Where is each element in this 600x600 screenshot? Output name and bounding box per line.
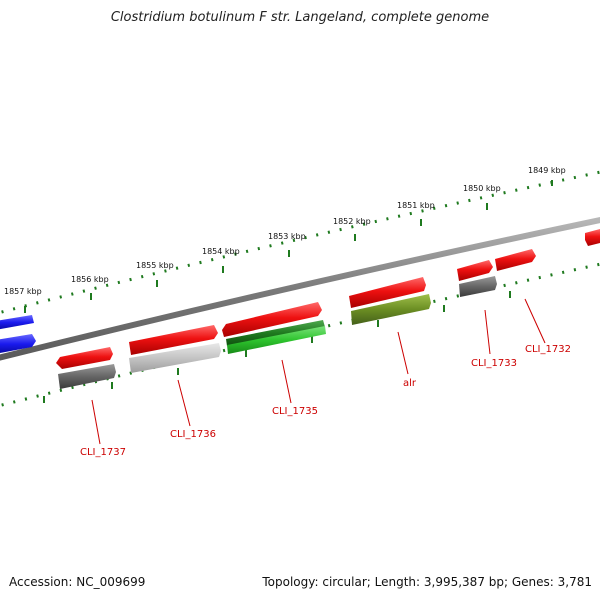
- tick-label: 1852 kbp: [333, 217, 371, 226]
- accession-text: Accession: NC_009699: [9, 575, 146, 589]
- map-title: Clostridium botulinum F str. Langeland, …: [110, 10, 490, 25]
- gene-label-alr[interactable]: alr: [403, 378, 417, 389]
- gene-forward[interactable]: [495, 249, 536, 271]
- tick-labels: 1849 kbp 1850 kbp 1851 kbp 1852 kbp 1853…: [4, 166, 566, 296]
- gene-label-cli-1737[interactable]: CLI_1737: [80, 447, 126, 458]
- cog-genes: [0, 276, 497, 389]
- forward-genes: [56, 229, 600, 369]
- genome-backbone: [0, 217, 600, 361]
- tick-label: 1855 kbp: [136, 261, 174, 270]
- gene-cog-olive[interactable]: [351, 294, 431, 325]
- topology-text: Topology: circular; Length: 3,995,387 bp…: [262, 575, 592, 589]
- gene-label-cli-1735[interactable]: CLI_1735: [272, 406, 318, 417]
- gene-forward[interactable]: [222, 302, 322, 337]
- tick-label: 1849 kbp: [528, 166, 566, 175]
- tick-label: 1853 kbp: [268, 232, 306, 241]
- gene-cog-lightgray[interactable]: [129, 343, 221, 373]
- gene-forward[interactable]: [457, 260, 493, 281]
- gene-labels: CLI_1732 CLI_1733 alr CLI_1735 CLI_1736 …: [80, 344, 571, 458]
- tick-label: 1856 kbp: [71, 275, 109, 284]
- gene-label-cli-1733[interactable]: CLI_1733: [471, 358, 517, 369]
- tick-label: 1850 kbp: [463, 184, 501, 193]
- gene-forward[interactable]: [129, 325, 218, 355]
- gene-label-lines: [91, 298, 546, 445]
- gene-label-cli-1732[interactable]: CLI_1732: [525, 344, 571, 355]
- outer-tick-arc: [0, 170, 600, 314]
- gene-forward[interactable]: [56, 347, 113, 369]
- gene-forward[interactable]: [585, 229, 600, 246]
- tick-label: 1854 kbp: [202, 247, 240, 256]
- gene-cog-green[interactable]: [227, 326, 326, 354]
- gene-cog-blue[interactable]: [0, 315, 34, 330]
- gene-cog-gray[interactable]: [58, 364, 116, 389]
- gene-cog-gray[interactable]: [459, 276, 497, 297]
- gene-cog-darkgreen[interactable]: [226, 320, 325, 346]
- outer-major-ticks: [24, 180, 553, 313]
- gene-label-cli-1736[interactable]: CLI_1736: [170, 429, 216, 440]
- inner-major-ticks: [43, 291, 511, 403]
- tick-label: 1857 kbp: [4, 287, 42, 296]
- gene-forward[interactable]: [349, 277, 426, 308]
- gene-cog-blue[interactable]: [0, 334, 36, 354]
- tick-label: 1851 kbp: [397, 201, 435, 210]
